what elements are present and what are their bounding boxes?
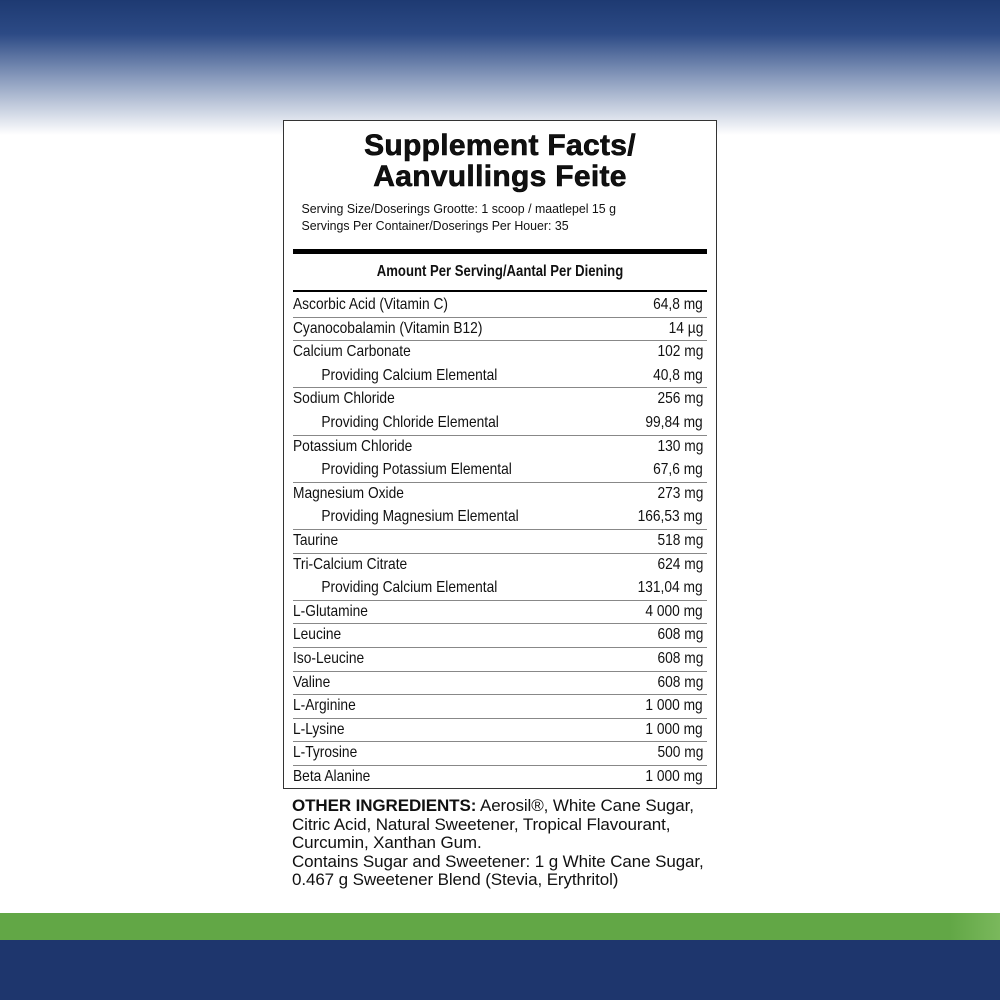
nutrient-name: Valine: [293, 673, 331, 691]
servings-per-container: Servings Per Container/Doserings Per Hou…: [301, 218, 569, 233]
nutrient-amount: 64,8 mg: [653, 296, 703, 313]
nutrient-row: Potassium Chloride 130 mg: [293, 436, 707, 460]
nutrient-amount: 1 000 mg: [645, 697, 703, 715]
nutrient-name: L-Arginine: [293, 697, 356, 715]
nutrient-name: Providing Chloride Elemental: [321, 413, 499, 431]
nutrient-name: Tri-Calcium Citrate: [293, 555, 408, 573]
nutrient-row: Ascorbic Acid (Vitamin C) 64,8 mg: [293, 294, 707, 318]
nutrient-name: Calcium Carbonate: [293, 343, 411, 361]
nutrient-amount: 1 000 mg: [645, 720, 703, 738]
nutrient-name: Cyanocobalamin (Vitamin B12): [293, 319, 483, 337]
title-line-1: Supplement Facts/: [364, 129, 636, 162]
nutrient-name: Beta Alanine: [293, 767, 371, 785]
nutrient-name: Providing Calcium Elemental: [321, 366, 498, 384]
serving-size: Serving Size/Doserings Grootte: 1 scoop …: [301, 201, 616, 216]
nutrient-row: Taurine 518 mg: [293, 530, 707, 554]
nutrient-name: Taurine: [293, 531, 339, 549]
nutrient-row: Beta Alanine 1 000 mg: [293, 766, 707, 790]
nutrient-amount: 102 mg: [657, 343, 703, 361]
nutrient-amount: 500 mg: [657, 744, 703, 762]
nutrient-amount: 40,8 mg: [653, 366, 703, 384]
supplement-facts-panel: Supplement Facts/ Aanvullings Feite Serv…: [283, 120, 717, 789]
nutrient-amount: 130 mg: [657, 437, 703, 455]
nutrient-row: Providing Chloride Elemental 99,84 mg: [293, 412, 707, 436]
nutrient-name: Sodium Chloride: [293, 390, 395, 408]
nutrient-row: Leucine 608 mg: [293, 624, 707, 648]
bottom-navy-band: [0, 940, 1000, 1000]
nutrient-row: Providing Calcium Elemental 131,04 mg: [293, 577, 707, 601]
top-navy-gradient-band: [0, 0, 1000, 135]
nutrient-name: L-Glutamine: [293, 602, 368, 620]
nutrient-amount: 256 mg: [657, 390, 703, 408]
nutrient-row: Valine 608 mg: [293, 672, 707, 696]
nutrient-amount: 608 mg: [657, 649, 703, 667]
nutrient-row: Iso-Leucine 608 mg: [293, 648, 707, 672]
contains-sugar-text: Contains Sugar and Sweetener: 1 g White …: [292, 851, 704, 889]
nutrient-name: Leucine: [293, 626, 342, 644]
nutrient-amount: 1 000 mg: [645, 767, 703, 785]
nutrient-row: Tri-Calcium Citrate 624 mg: [293, 554, 707, 578]
nutrient-amount: 4 000 mg: [645, 602, 703, 620]
nutrient-amount: 67,6 mg: [653, 461, 703, 479]
nutrient-row: Magnesium Oxide 273 mg: [293, 483, 707, 507]
nutrient-amount: 99,84 mg: [645, 413, 703, 431]
nutrient-name: Ascorbic Acid (Vitamin C): [293, 296, 448, 313]
nutrient-row: Providing Calcium Elemental 40,8 mg: [293, 365, 707, 389]
header-divider: [293, 290, 707, 292]
panel-title: Supplement Facts/ Aanvullings Feite: [293, 129, 707, 193]
nutrient-row: Calcium Carbonate 102 mg: [293, 341, 707, 365]
nutrient-amount: 273 mg: [657, 484, 703, 502]
nutrient-row: L-Lysine 1 000 mg: [293, 719, 707, 743]
nutrient-row: L-Tyrosine 500 mg: [293, 742, 707, 766]
nutrient-amount: 14 µg: [668, 319, 703, 337]
amount-per-serving-header: Amount Per Serving/Aantal Per Diening: [376, 263, 624, 280]
nutrient-row: L-Arginine 1 000 mg: [293, 695, 707, 719]
nutrient-row: Providing Magnesium Elemental 166,53 mg: [293, 506, 707, 530]
nutrient-name: Providing Calcium Elemental: [321, 579, 498, 597]
other-ingredients-text: Aerosil®, White Cane Sugar, Citric Acid,…: [292, 796, 694, 852]
nutrient-amount: 166,53 mg: [637, 508, 703, 526]
nutrient-name: Potassium Chloride: [293, 437, 413, 455]
nutrient-amount: 518 mg: [657, 531, 703, 549]
nutrient-name: L-Lysine: [293, 720, 345, 738]
nutrient-name: L-Tyrosine: [293, 744, 358, 762]
other-ingredients-label: OTHER INGREDIENTS:: [292, 796, 477, 815]
thick-divider: [293, 249, 707, 254]
nutrient-row: L-Glutamine 4 000 mg: [293, 601, 707, 625]
title-line-2: Aanvullings Feite: [373, 160, 627, 193]
nutrient-name: Providing Potassium Elemental: [321, 461, 512, 479]
nutrient-row: Sodium Chloride 256 mg: [293, 388, 707, 412]
nutrient-amount: 131,04 mg: [637, 579, 703, 597]
nutrient-amount: 608 mg: [657, 673, 703, 691]
nutrient-table: Ascorbic Acid (Vitamin C) 64,8 mg Cyanocob…: [293, 294, 707, 789]
nutrient-amount: 608 mg: [657, 626, 703, 644]
nutrient-row: Providing Potassium Elemental 67,6 mg: [293, 459, 707, 483]
nutrient-name: Providing Magnesium Elemental: [321, 508, 519, 526]
other-ingredients: OTHER INGREDIENTS: Aerosil®, White Cane …: [292, 796, 732, 890]
nutrient-name: Iso-Leucine: [293, 649, 365, 667]
nutrient-name: Magnesium Oxide: [293, 484, 404, 502]
green-band: [0, 913, 1000, 940]
nutrient-amount: 624 mg: [657, 555, 703, 573]
nutrient-row: Cyanocobalamin (Vitamin B12) 14 µg: [293, 318, 707, 342]
